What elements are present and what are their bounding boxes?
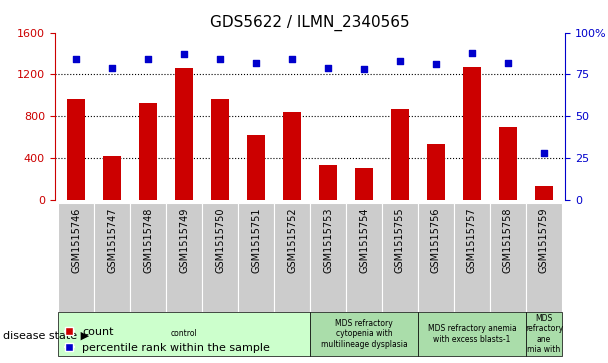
Text: GSM1515752: GSM1515752: [287, 208, 297, 273]
FancyBboxPatch shape: [58, 312, 310, 356]
Bar: [535, 186, 553, 200]
Bar: [139, 103, 157, 200]
Bar: [283, 112, 301, 200]
FancyBboxPatch shape: [94, 203, 130, 312]
Point: [431, 61, 441, 67]
Point: [143, 57, 153, 62]
Text: MDS refractory
cytopenia with
multilineage dysplasia: MDS refractory cytopenia with multilinea…: [320, 319, 407, 349]
Text: GSM1515754: GSM1515754: [359, 208, 369, 273]
FancyBboxPatch shape: [166, 203, 202, 312]
Text: GSM1515755: GSM1515755: [395, 208, 405, 273]
FancyBboxPatch shape: [418, 203, 454, 312]
Bar: [463, 67, 481, 200]
Text: GSM1515758: GSM1515758: [503, 208, 513, 273]
FancyBboxPatch shape: [382, 203, 418, 312]
Legend: count, percentile rank within the sample: count, percentile rank within the sample: [60, 323, 275, 358]
FancyBboxPatch shape: [274, 203, 310, 312]
Bar: [211, 99, 229, 200]
Point: [503, 60, 513, 66]
Point: [215, 57, 225, 62]
Point: [395, 58, 405, 64]
Text: GSM1515757: GSM1515757: [467, 208, 477, 273]
FancyBboxPatch shape: [454, 203, 490, 312]
Bar: [319, 165, 337, 200]
FancyBboxPatch shape: [310, 203, 346, 312]
Point: [287, 57, 297, 62]
Point: [539, 150, 549, 156]
FancyBboxPatch shape: [526, 312, 562, 356]
Bar: [67, 99, 85, 200]
FancyBboxPatch shape: [238, 203, 274, 312]
Bar: [247, 135, 265, 200]
FancyBboxPatch shape: [418, 312, 526, 356]
Text: GSM1515747: GSM1515747: [107, 208, 117, 273]
Text: GSM1515751: GSM1515751: [251, 208, 261, 273]
FancyBboxPatch shape: [310, 312, 418, 356]
Point: [359, 66, 369, 72]
Text: MDS
refractory
ane
mia with: MDS refractory ane mia with: [525, 314, 563, 354]
Point: [323, 65, 333, 71]
Text: MDS refractory anemia
with excess blasts-1: MDS refractory anemia with excess blasts…: [427, 324, 516, 344]
Text: GSM1515746: GSM1515746: [71, 208, 81, 273]
Bar: [103, 156, 121, 200]
Bar: [175, 68, 193, 200]
Point: [251, 60, 261, 66]
Bar: [355, 168, 373, 200]
Bar: [427, 144, 445, 200]
Point: [179, 52, 189, 57]
Bar: [499, 127, 517, 200]
Text: GSM1515748: GSM1515748: [143, 208, 153, 273]
Point: [108, 65, 117, 71]
FancyBboxPatch shape: [526, 203, 562, 312]
FancyBboxPatch shape: [346, 203, 382, 312]
Point: [71, 57, 81, 62]
Text: control: control: [171, 330, 198, 338]
Title: GDS5622 / ILMN_2340565: GDS5622 / ILMN_2340565: [210, 15, 410, 31]
FancyBboxPatch shape: [202, 203, 238, 312]
FancyBboxPatch shape: [58, 203, 94, 312]
Point: [467, 50, 477, 56]
Bar: [391, 109, 409, 200]
Text: GSM1515753: GSM1515753: [323, 208, 333, 273]
Text: GSM1515756: GSM1515756: [431, 208, 441, 273]
Text: GSM1515750: GSM1515750: [215, 208, 225, 273]
Text: GSM1515759: GSM1515759: [539, 208, 549, 273]
Text: disease state ▶: disease state ▶: [3, 331, 89, 341]
Text: GSM1515749: GSM1515749: [179, 208, 189, 273]
FancyBboxPatch shape: [130, 203, 166, 312]
FancyBboxPatch shape: [490, 203, 526, 312]
